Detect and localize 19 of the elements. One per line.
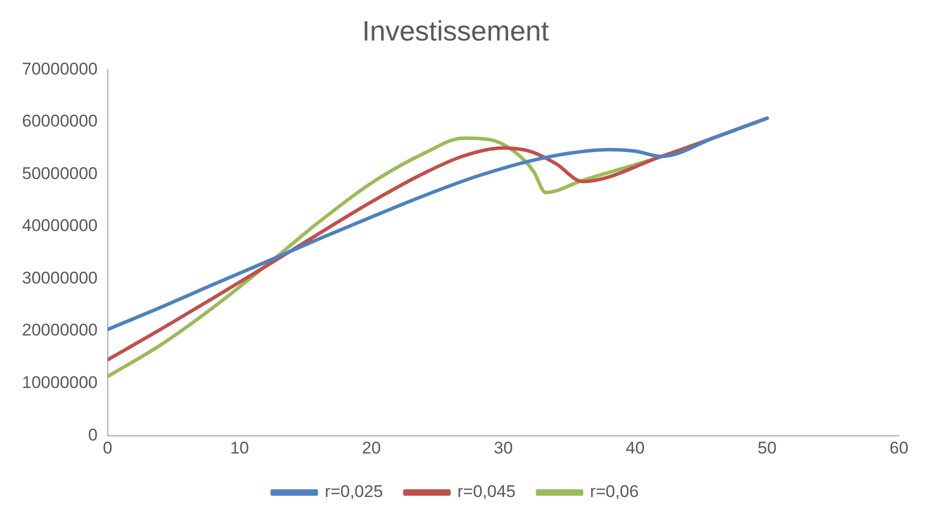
- y-tick-label: 70000000: [22, 59, 98, 78]
- y-tick-label: 60000000: [22, 112, 98, 131]
- x-tick-label: 10: [230, 438, 249, 458]
- y-tick-label: 30000000: [22, 268, 98, 288]
- x-tick-label: 60: [890, 438, 908, 458]
- y-tick-label: 0: [88, 425, 98, 444]
- x-tick-label: 40: [626, 438, 645, 458]
- y-tick-label: 10000000: [22, 373, 98, 392]
- chart-title: Investissement: [362, 16, 550, 47]
- y-tick-label: 50000000: [22, 164, 98, 183]
- legend-label: r=0,045: [457, 482, 516, 502]
- x-tick-label: 50: [758, 438, 777, 458]
- y-tick-label: 20000000: [22, 320, 98, 340]
- legend-label: r=0,025: [324, 482, 383, 502]
- x-tick-label: 20: [362, 438, 381, 458]
- x-tick-label: 0: [102, 438, 112, 458]
- x-tick-label: 30: [494, 438, 513, 458]
- legend-label: r=0,06: [590, 482, 639, 502]
- y-tick-label: 40000000: [22, 216, 98, 236]
